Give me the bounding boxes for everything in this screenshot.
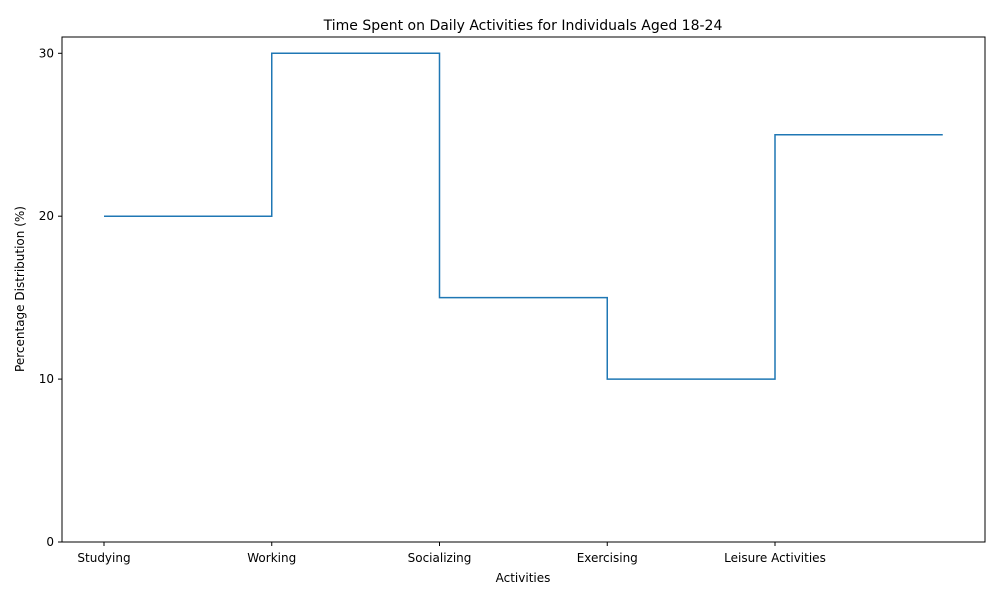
x-tick-label: Working xyxy=(247,551,296,565)
y-axis-label: Percentage Distribution (%) xyxy=(13,206,27,372)
chart-title: Time Spent on Daily Activities for Indiv… xyxy=(323,18,723,34)
x-axis: Studying Working Socializing Exercising Leis… xyxy=(77,542,826,565)
x-axis-label: Activities xyxy=(496,571,551,585)
series-step-line xyxy=(104,52,943,380)
y-tick-label: 20 xyxy=(39,209,54,223)
y-tick-label: 30 xyxy=(39,46,54,60)
y-axis: 0 10 20 30 xyxy=(39,46,62,549)
x-tick-label: Leisure Activities xyxy=(724,551,826,565)
plot-frame xyxy=(61,36,986,543)
x-tick-label: Exercising xyxy=(577,551,638,565)
x-tick-label: Studying xyxy=(77,551,130,565)
x-tick-label: Socializing xyxy=(408,551,472,565)
y-tick-label: 0 xyxy=(46,535,54,549)
y-tick-label: 10 xyxy=(39,372,54,386)
plot-area xyxy=(61,36,986,543)
